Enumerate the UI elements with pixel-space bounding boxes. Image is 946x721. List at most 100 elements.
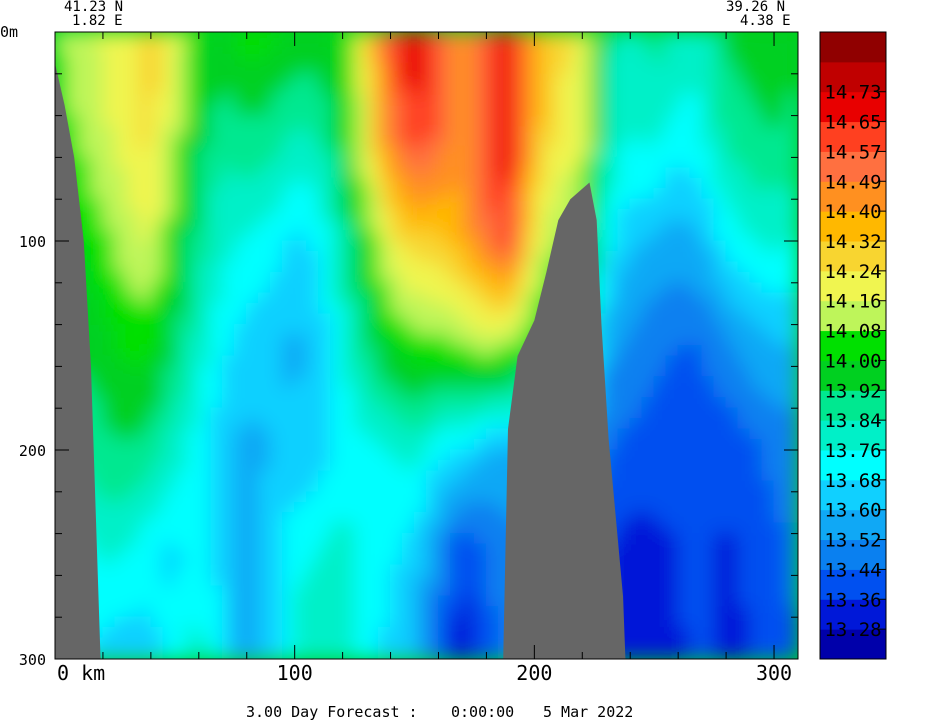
field-cell <box>737 595 751 608</box>
field-cell <box>378 125 392 137</box>
field-cell <box>162 261 176 273</box>
field-cell <box>689 365 703 378</box>
field-cell <box>785 198 798 211</box>
field-cell <box>186 261 200 273</box>
field-cell <box>150 282 164 294</box>
field-cell <box>689 564 703 576</box>
field-cell <box>461 271 475 284</box>
field-cell <box>162 407 176 420</box>
field-cell <box>222 125 236 137</box>
field-cell <box>761 136 775 148</box>
field-cell <box>641 146 655 158</box>
field-cell <box>318 250 332 263</box>
field-cell <box>665 616 679 629</box>
field-cell <box>258 240 272 252</box>
field-cell <box>342 637 356 650</box>
field-cell <box>342 386 356 399</box>
field-cell <box>282 470 296 482</box>
field-cell <box>497 156 511 169</box>
field-cell <box>330 261 344 273</box>
field-cell <box>485 606 499 618</box>
field-cell <box>617 564 631 576</box>
field-cell <box>378 209 392 221</box>
field-cell <box>773 32 787 43</box>
field-cell <box>725 648 739 659</box>
field-cell <box>414 41 427 54</box>
field-cell <box>234 125 248 137</box>
field-cell <box>102 554 116 566</box>
field-cell <box>749 606 763 618</box>
field-cell <box>198 574 212 587</box>
field-cell <box>186 376 200 388</box>
field-cell <box>330 376 344 388</box>
field-cell <box>198 459 212 472</box>
field-cell <box>150 627 164 639</box>
field-cell <box>162 470 176 482</box>
field-cell <box>270 125 284 137</box>
field-cell <box>246 543 260 555</box>
field-cell <box>653 616 667 629</box>
field-cell <box>402 595 416 608</box>
field-cell <box>102 397 116 409</box>
field-cell <box>761 167 775 179</box>
field-cell <box>605 407 619 420</box>
field-cell <box>258 648 272 659</box>
field-cell <box>282 73 296 85</box>
field-cell <box>629 52 643 64</box>
field-cell <box>150 303 164 315</box>
field-cell <box>629 512 643 524</box>
field-cell <box>318 282 332 294</box>
field-cell <box>330 146 344 158</box>
field-cell <box>102 648 116 659</box>
field-cell <box>653 177 667 190</box>
field-cell <box>426 501 439 514</box>
field-cell <box>174 230 188 242</box>
field-cell <box>366 648 380 659</box>
field-cell <box>354 386 368 399</box>
field-cell <box>270 648 284 659</box>
field-cell <box>725 522 739 535</box>
field-cell <box>713 397 727 409</box>
field-cell <box>114 209 128 221</box>
field-cell <box>533 41 547 54</box>
field-cell <box>210 501 224 514</box>
field-cell <box>246 177 260 190</box>
field-cell <box>485 428 499 441</box>
field-cell <box>569 125 583 137</box>
field-cell <box>521 292 535 305</box>
field-cell <box>641 83 655 96</box>
field-cell <box>138 250 152 263</box>
field-cell <box>665 198 679 211</box>
field-cell <box>270 449 284 461</box>
field-cell <box>114 564 128 576</box>
field-cell <box>521 146 535 158</box>
field-cell <box>138 52 152 64</box>
field-cell <box>222 470 236 482</box>
field-cell <box>641 282 655 294</box>
field-cell <box>557 125 571 137</box>
field-cell <box>629 439 643 451</box>
field-cell <box>629 501 643 514</box>
field-cell <box>449 439 463 451</box>
field-cell <box>258 261 272 273</box>
field-cell <box>114 219 128 232</box>
field-cell <box>126 282 140 294</box>
field-cell <box>234 501 248 514</box>
field-cell <box>605 167 619 179</box>
field-cell <box>330 104 344 117</box>
field-cell <box>186 41 200 54</box>
field-cell <box>222 219 236 232</box>
field-cell <box>162 512 176 524</box>
forecast-label: 3.00 Day Forecast : <box>246 703 418 721</box>
field-cell <box>282 146 296 158</box>
field-cell <box>66 52 80 64</box>
field-cell <box>737 52 751 64</box>
field-cell <box>126 292 140 305</box>
field-cell <box>366 271 380 284</box>
field-cell <box>641 449 655 461</box>
field-cell <box>713 376 727 388</box>
field-cell <box>66 62 80 75</box>
field-cell <box>785 136 798 148</box>
field-cell <box>138 564 152 576</box>
field-cell <box>473 32 487 43</box>
